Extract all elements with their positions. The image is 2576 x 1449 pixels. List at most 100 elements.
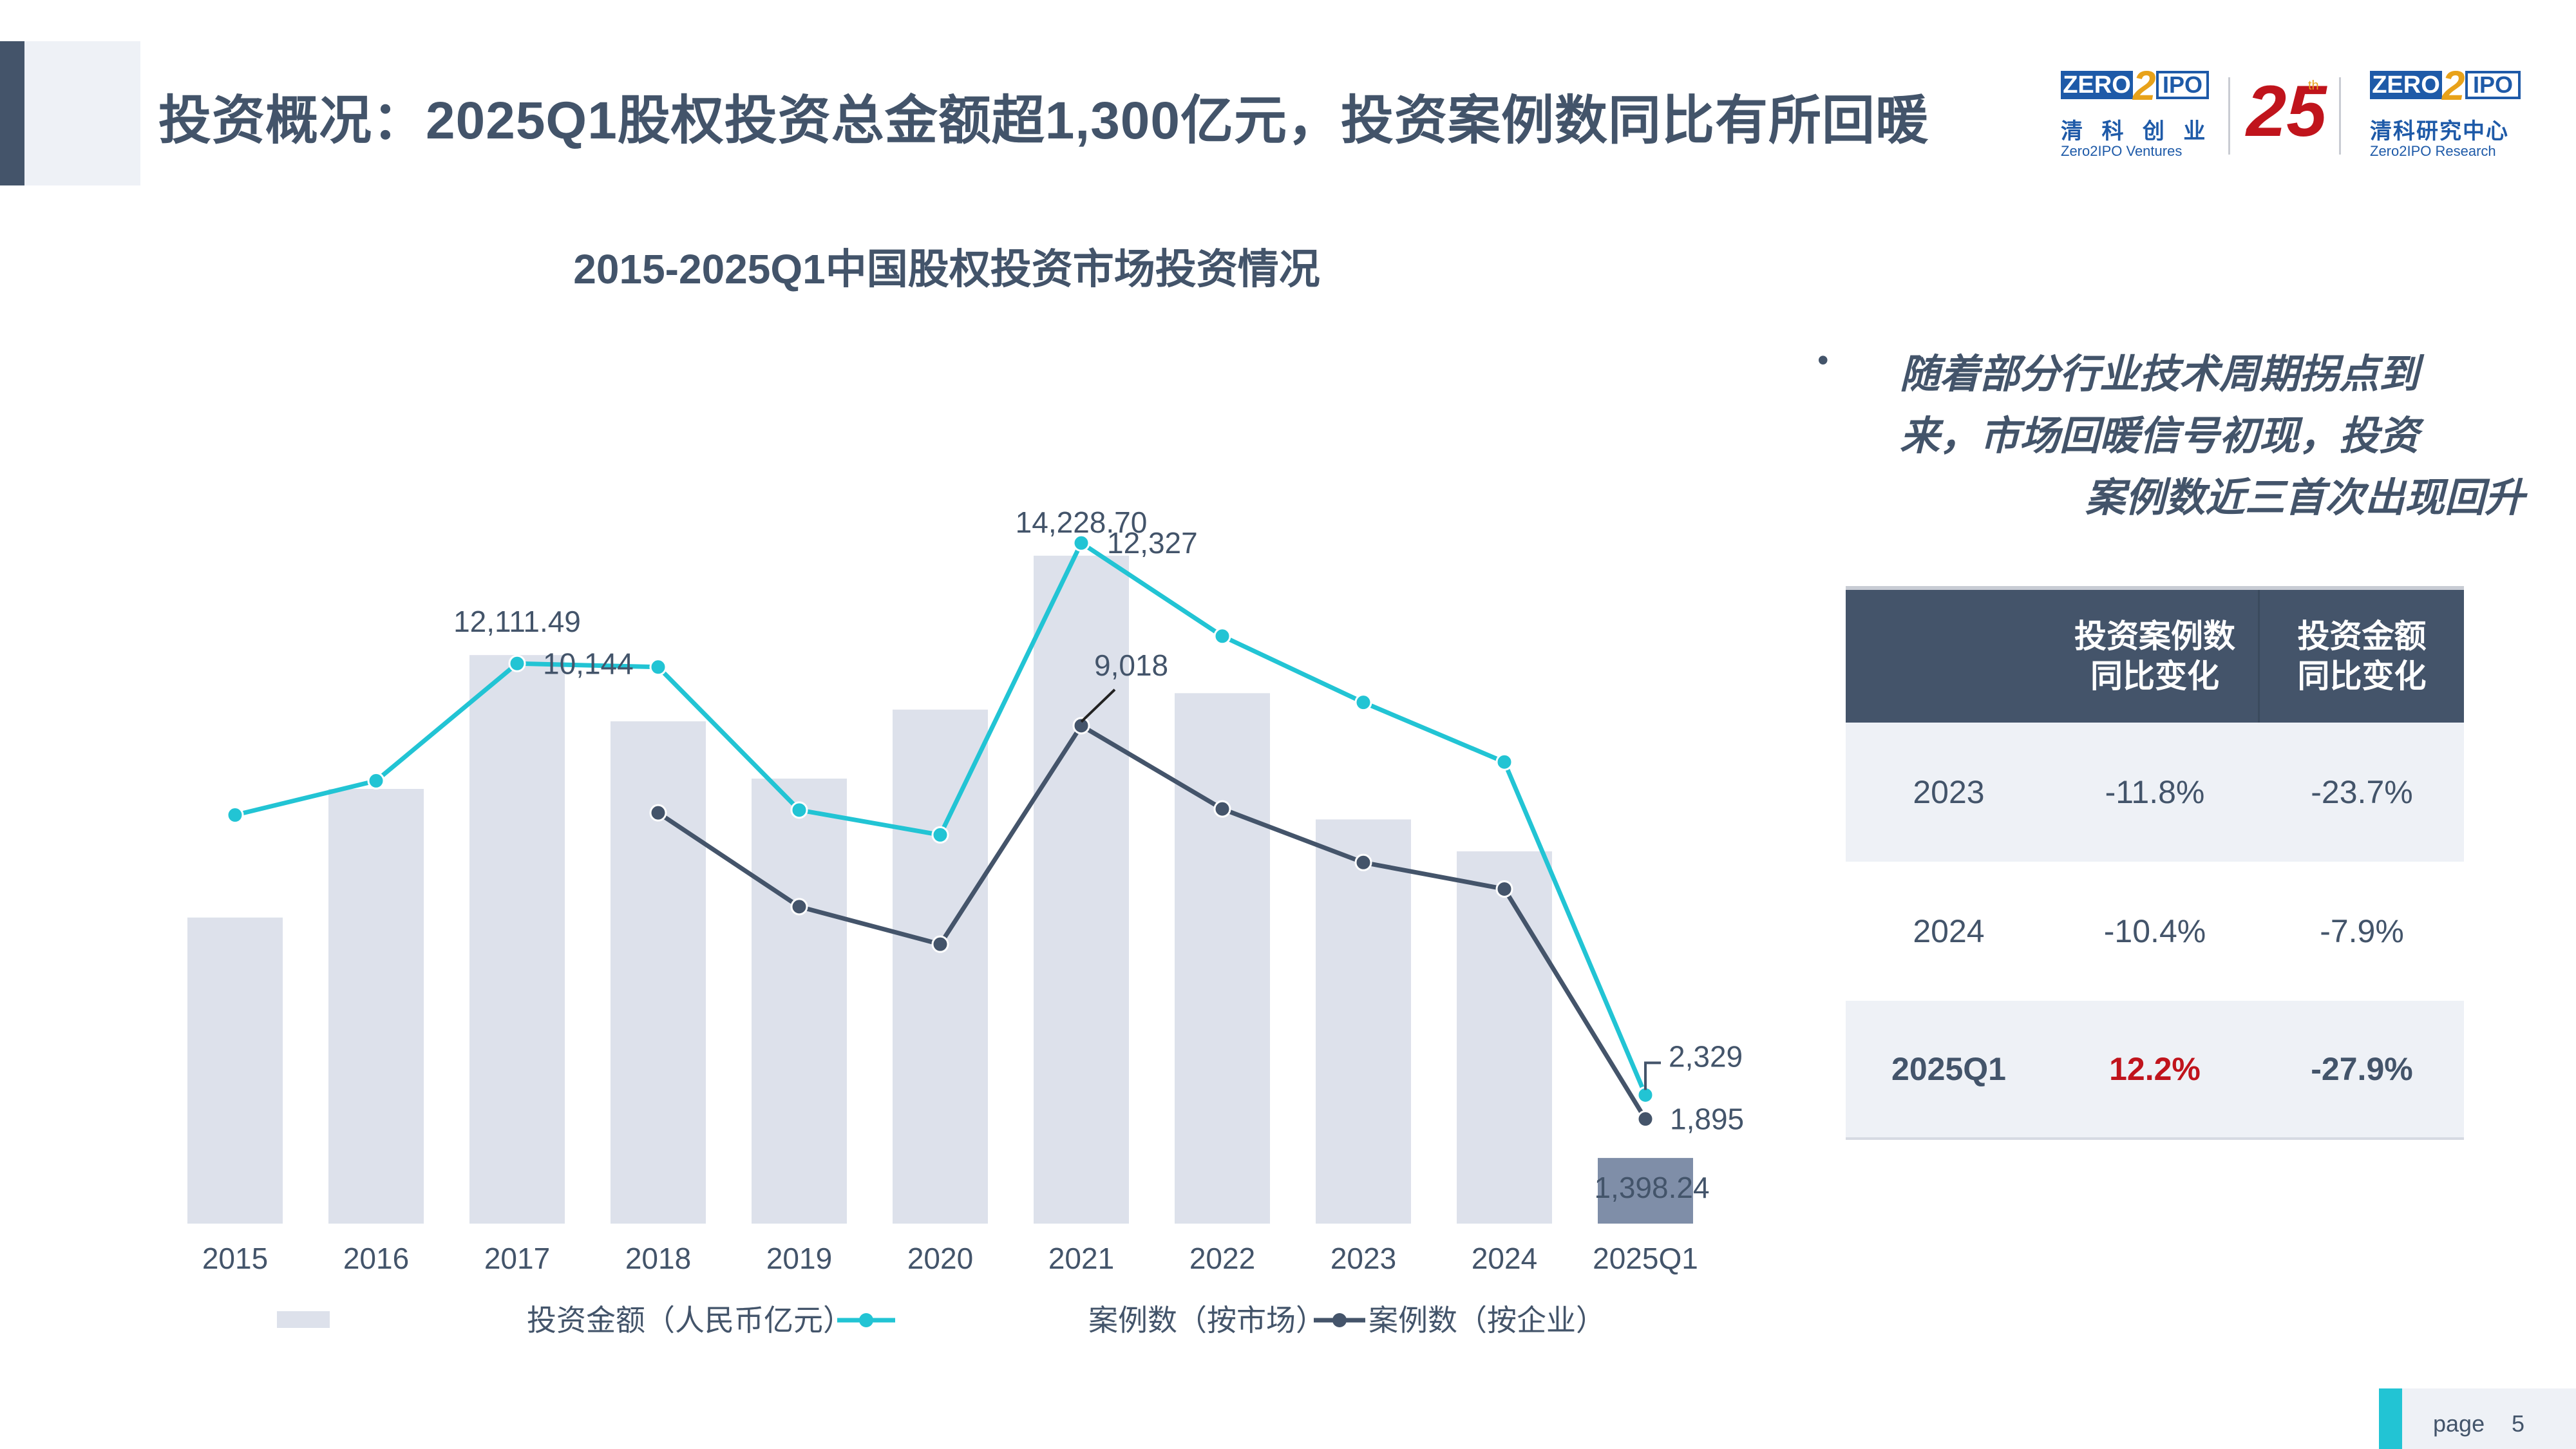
market-cases-point xyxy=(508,654,526,672)
title-accent-bar xyxy=(0,41,24,185)
company-cases-point xyxy=(1072,717,1090,735)
table-header-cell: 投资金额 同比变化 xyxy=(2297,618,2427,694)
company-data-label: 1,895 xyxy=(1670,1103,1744,1136)
company-cases-point xyxy=(1213,800,1231,818)
anniversary-suffix: th xyxy=(2308,79,2319,93)
table-cell-year: 2025Q1 xyxy=(1891,1051,2006,1087)
anniversary-25-logo: 25 th xyxy=(2241,70,2327,160)
market-data-label: 2,329 xyxy=(1669,1039,1743,1073)
x-tick-label: 2018 xyxy=(625,1242,691,1275)
company-cases-point xyxy=(790,898,808,916)
legend-swatch-bar xyxy=(277,1311,330,1328)
page-accent-bar xyxy=(2379,1388,2402,1449)
table-header-row: 投资案例数 同比变化 投资金额 同比变化 xyxy=(1846,586,2464,723)
legend-swatch-market-point xyxy=(859,1313,873,1327)
table-cell-cases: -11.8% xyxy=(2105,774,2205,810)
market-cases-point xyxy=(1354,694,1372,712)
bar-data-label: 12,111.49 xyxy=(453,605,581,638)
bar-2016 xyxy=(328,789,424,1224)
logo-zero-box: ZERO xyxy=(2061,71,2133,99)
legend-swatch-company-point xyxy=(1332,1313,1347,1327)
bar-2025Q1 xyxy=(1598,1158,1693,1224)
legend-label: 案例数（按企业） xyxy=(1368,1303,1605,1337)
bar-2019 xyxy=(752,779,847,1224)
x-tick-label: 2019 xyxy=(766,1242,832,1275)
table-row: 2023 -11.8% -23.7% xyxy=(1846,723,2464,862)
market-data-label: 12,327 xyxy=(1107,526,1198,560)
logo-cn-text: 清 科 创 业 xyxy=(2061,119,2212,144)
table-cell-amount: -23.7% xyxy=(2311,774,2413,810)
zero2ipo-research-logo: ZERO 2 IPO 清科研究中心 Zero2IPO Research xyxy=(2370,62,2524,167)
x-tick-label: 2025Q1 xyxy=(1593,1242,1698,1275)
zero2ipo-ventures-logo: ZERO 2 IPO 清 科 创 业 Zero2IPO Ventures xyxy=(2061,62,2212,167)
bar-2018 xyxy=(611,721,706,1224)
market-cases-point xyxy=(367,772,385,790)
company-cases-line xyxy=(657,723,1647,1121)
logo-zero-box: ZERO xyxy=(2370,71,2442,99)
table-row: 2024 -10.4% -7.9% xyxy=(1846,862,2464,1001)
note-line-1: 随着部分行业技术周期拐点到 xyxy=(1900,352,2420,397)
logo-en-text: Zero2IPO Ventures xyxy=(2061,143,2183,159)
legend-label: 案例数（按市场） xyxy=(1088,1303,1325,1337)
table-cell-cases: 12.2% xyxy=(2109,1051,2201,1087)
investment-chart: 2015-2025Q1中国股权投资市场投资情况 2015 2016 2017 2018… xyxy=(187,246,1744,1337)
company-cases-point xyxy=(931,935,949,953)
table-header-cell: 投资案例数 同比变化 xyxy=(2074,618,2235,694)
bar-data-label: 1,398.24 xyxy=(1594,1171,1709,1204)
market-cases-point xyxy=(1213,627,1231,645)
chart-title: 2015-2025Q1中国股权投资市场投资情况 xyxy=(573,246,1320,292)
note-line-2: 来，市场回暖信号初现，投资 xyxy=(1900,414,2420,459)
bar-2017 xyxy=(469,655,565,1224)
market-cases-point xyxy=(1072,534,1090,552)
anniversary-number: 25 xyxy=(2246,71,2327,151)
company-cases-point xyxy=(649,804,667,822)
title-accent-panel xyxy=(24,41,140,185)
bar-2022 xyxy=(1175,693,1270,1224)
table-cell-year: 2023 xyxy=(1913,774,1985,810)
bar-data-label: 14,228.70 xyxy=(1016,506,1148,539)
legend-label: 投资金额（人民币亿元） xyxy=(527,1303,853,1337)
logo-cn-text: 清科研究中心 xyxy=(2370,119,2509,144)
market-data-label: 10,144 xyxy=(543,647,634,680)
company-cases-point xyxy=(1354,853,1372,871)
market-cases-point xyxy=(790,801,808,819)
page-title: 投资概况：2025Q1股权投资总金额超1,300亿元，投资案例数同比有所回暖 xyxy=(158,91,1929,150)
company-cases-point xyxy=(1636,1110,1654,1128)
bar-2015 xyxy=(187,917,283,1224)
logo-ipo-box: IPO xyxy=(2156,71,2209,99)
company-cases-point xyxy=(1495,880,1513,898)
table-cell-year: 2024 xyxy=(1913,913,1985,949)
x-tick-label: 2021 xyxy=(1048,1242,1114,1275)
x-tick-label: 2015 xyxy=(202,1242,268,1275)
table-cell-amount: -7.9% xyxy=(2320,913,2404,949)
table-header-cell xyxy=(1846,590,2052,723)
x-tick-label: 2024 xyxy=(1472,1242,1537,1275)
table-cell-amount: -27.9% xyxy=(2311,1051,2413,1087)
x-tick-label: 2023 xyxy=(1331,1242,1396,1275)
table-header-divider xyxy=(2258,590,2260,723)
logo-divider xyxy=(2228,77,2230,155)
logo-numeral: 2 xyxy=(2442,62,2465,109)
label-leader xyxy=(1080,688,1116,723)
page-number-box xyxy=(2402,1388,2576,1449)
table-cell-cases: -10.4% xyxy=(2103,913,2206,949)
page-number: 5 xyxy=(2512,1410,2525,1437)
logo-ipo-box: IPO xyxy=(2465,71,2521,99)
x-tick-label: 2017 xyxy=(484,1242,550,1275)
logo-numeral: 2 xyxy=(2133,62,2156,109)
bar-2020 xyxy=(893,709,988,1224)
note-bullet: • xyxy=(1817,342,1829,378)
x-tick-label: 2016 xyxy=(343,1242,409,1275)
x-tick-label: 2022 xyxy=(1189,1242,1255,1275)
market-cases-point xyxy=(1495,753,1513,771)
logo-en-text: Zero2IPO Research xyxy=(2370,143,2496,159)
page-label: page xyxy=(2433,1410,2485,1437)
bar-2021 xyxy=(1034,555,1129,1224)
market-cases-point xyxy=(226,806,244,824)
bar-2023 xyxy=(1316,819,1411,1224)
table-row: 2025Q1 12.2% -27.9% xyxy=(1846,1001,2464,1140)
company-data-label: 9,018 xyxy=(1094,649,1168,682)
label-leader xyxy=(1644,1061,1661,1090)
logo-divider xyxy=(2339,77,2341,155)
bar-2024 xyxy=(1457,851,1552,1224)
